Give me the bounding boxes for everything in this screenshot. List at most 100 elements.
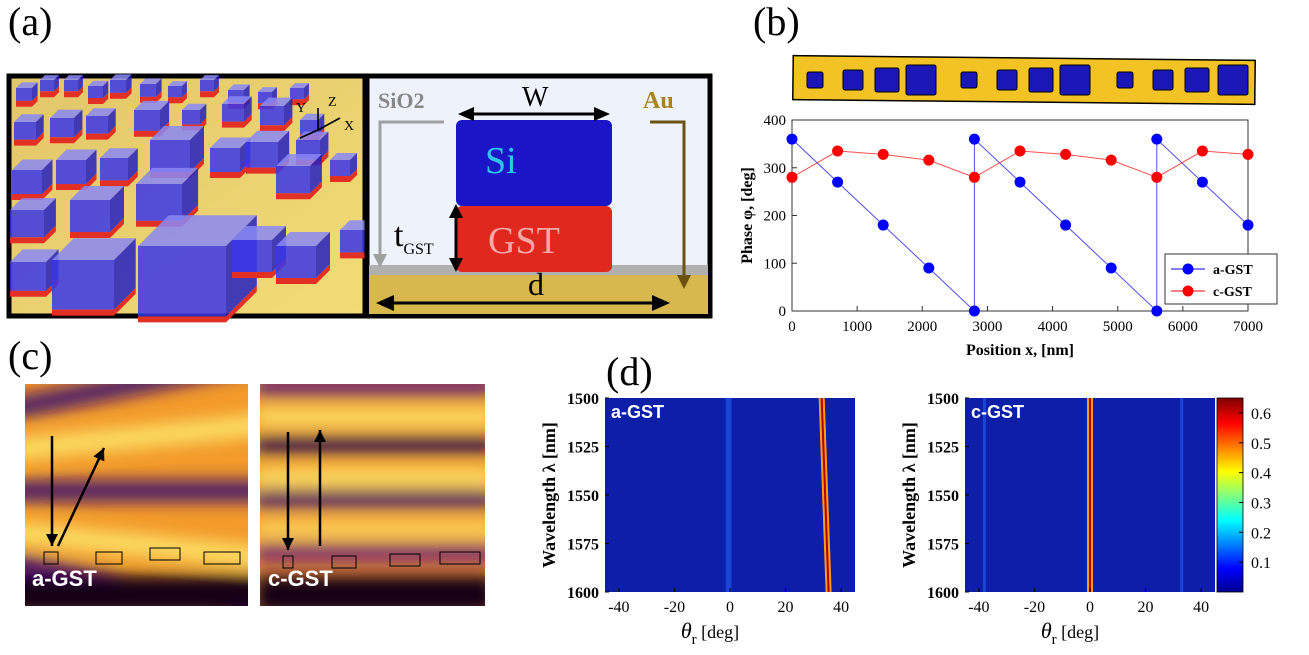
legend-marker-a-GST	[1182, 263, 1194, 275]
field-pillar-outline-5	[331, 555, 357, 569]
pillar-side-19	[42, 159, 53, 194]
pillar-top-28	[136, 167, 199, 184]
pillar-top-34	[232, 226, 286, 240]
heat-y-tick-label-1: 1525	[567, 440, 599, 457]
pillar-front-12	[50, 118, 74, 138]
heatmap-c-gst: -40 -20 0 20 40 1500 1525 1550 1575 1600 c-GST θr […	[899, 391, 1215, 648]
pillar-gst-11	[14, 131, 44, 146]
pillar-front-31	[10, 262, 46, 291]
pillar-top-29	[276, 154, 322, 166]
si-block	[456, 120, 612, 206]
point-c-GST-9	[1196, 145, 1208, 157]
sio2-arrowhead	[373, 254, 387, 268]
pillar-gst-23	[210, 161, 251, 178]
strip-pillar-11	[1217, 64, 1249, 96]
point-c-GST-1	[832, 145, 844, 157]
pillar-top-3	[88, 80, 109, 86]
point-a-GST-10	[1151, 133, 1163, 145]
heat-x-tick-label-4: 40	[1193, 599, 1209, 616]
pillar-side-17	[284, 97, 293, 126]
y-tick-label-0: 0	[779, 304, 787, 320]
gold-substrate	[369, 275, 708, 314]
pillar-top-7	[200, 75, 219, 80]
point-c-GST-10	[1242, 148, 1254, 160]
pillar-gst-30	[330, 169, 357, 182]
pillar-top-31	[10, 249, 59, 262]
heat-y-tick-label-1: 1525	[927, 440, 959, 457]
pillar-front-6	[168, 86, 182, 98]
pillar-gst-21	[100, 170, 138, 187]
pillar-gst-17	[260, 116, 293, 132]
pillar-side-14	[160, 100, 170, 131]
pillar-side-4	[126, 74, 132, 93]
x-tick-label-3: 3000	[972, 319, 1002, 335]
pillar-top-35	[276, 232, 330, 246]
pillar-gst-7	[200, 86, 219, 98]
x-tick-label-4: 4000	[1038, 319, 1068, 335]
pillar-top-20	[56, 149, 97, 160]
pillar-front-35	[276, 246, 316, 278]
au-label: Au	[643, 88, 674, 114]
pillar-gst-1	[40, 86, 59, 98]
pillar-top-8	[228, 84, 250, 90]
pillar-side-13	[108, 108, 116, 134]
pillar-side-5	[156, 78, 162, 97]
pillar-front-3	[88, 86, 103, 98]
pillar-gst-26	[10, 225, 56, 244]
au-pointer	[650, 120, 686, 282]
pillar-front-29	[276, 166, 310, 194]
pillar-gst-12	[50, 128, 83, 144]
pillar-top-2	[64, 75, 83, 80]
field-map-a-gst	[25, 384, 248, 606]
colorbar-gradient	[1216, 397, 1244, 593]
heat-x-tick-label-3: 20	[1138, 599, 1154, 616]
pillar-side-35	[316, 232, 330, 278]
pillar-side-29	[310, 154, 322, 194]
d-label: d	[528, 266, 544, 302]
x-tick-label-6: 6000	[1168, 319, 1198, 335]
y-axis-label: Phase φ, [deg]	[739, 167, 756, 264]
pillar-front-7	[200, 80, 214, 92]
x-tick-label-1: 1000	[842, 319, 872, 335]
legend-marker-c-GST	[1182, 285, 1194, 297]
pillar-front-15	[182, 110, 200, 125]
t-gst-label: tGST	[394, 217, 434, 258]
d-arrowhead-left	[376, 295, 394, 311]
arrow-incident-a-head	[46, 534, 58, 546]
phase-chart: 0 1000 2000 3000 4000 5000 6000 7000 0 100 200 300 4…	[739, 113, 1278, 359]
panel-label-b: (b)	[753, 0, 800, 44]
pillar-side-11	[36, 114, 44, 140]
point-c-GST-5	[1014, 145, 1026, 157]
heatmap-title: c-GST	[971, 402, 1024, 422]
pillar-front-0	[16, 88, 32, 101]
panel-label-d: (d)	[606, 349, 653, 394]
colorbar-tick-label-0: 0.1	[1251, 555, 1271, 572]
pillar-side-10	[304, 83, 309, 100]
pillar-side-30	[350, 153, 357, 176]
pillar-gst-32	[52, 287, 136, 316]
substrate-dark-left	[25, 575, 248, 606]
heat-x-tick-label-0: -40	[608, 599, 629, 616]
heat-x-tick-label-2: 0	[726, 599, 734, 616]
strip-pillar-1	[842, 69, 864, 91]
field-map-c-gst	[260, 384, 485, 606]
gst-block	[456, 206, 612, 272]
pillar-gst-6	[168, 92, 187, 104]
pillar-gst-5	[140, 91, 162, 103]
heat-y-tick-label-4: 1600	[567, 585, 599, 602]
w-label: W	[522, 82, 549, 113]
y-tick-label-2: 200	[764, 209, 787, 225]
pillar-front-16	[222, 104, 244, 122]
panel-label-a: (a)	[8, 0, 53, 44]
x-tick-label-2: 2000	[907, 319, 937, 335]
pillar-gst-27	[70, 218, 124, 238]
pillar-top-6	[168, 81, 187, 86]
pillar-top-1	[40, 75, 59, 80]
pillar-front-2	[64, 80, 78, 92]
pillar-front-18	[300, 120, 318, 135]
strip-pillar-10	[1184, 67, 1210, 93]
point-a-GST-3	[923, 262, 935, 274]
pillar-gst-33	[138, 285, 257, 323]
legend-label-c-GST: c-GST	[1213, 285, 1253, 300]
heatmap-y-label: Wavelength λ [nm]	[539, 422, 559, 568]
